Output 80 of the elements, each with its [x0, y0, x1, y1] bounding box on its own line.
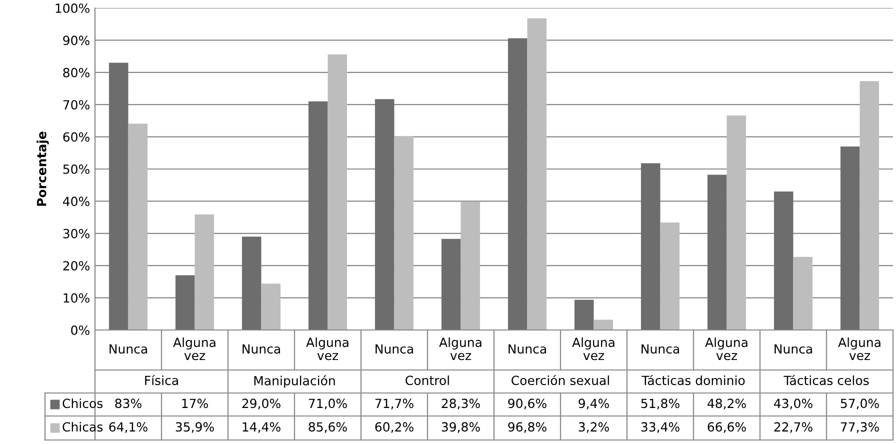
bar	[574, 300, 594, 330]
data-label: 48,2%	[708, 398, 746, 410]
bar	[394, 136, 414, 330]
bar	[793, 256, 813, 330]
data-label: 71,0%	[308, 398, 347, 410]
data-label: 60,2%	[375, 422, 414, 433]
bar	[640, 163, 660, 330]
data-label: 29,0%	[242, 398, 280, 410]
text: Control	[406, 375, 449, 386]
bar	[441, 238, 461, 330]
data-label: 39,8%	[442, 422, 480, 433]
y-tick-label: 70%	[63, 100, 90, 110]
bar	[726, 116, 746, 330]
y-tick-label: 30%	[63, 228, 90, 238]
y-tick-label: 90%	[63, 36, 90, 46]
x-tick-label: Alguna vez	[705, 337, 748, 360]
text: Física	[145, 374, 178, 386]
bar	[308, 101, 328, 330]
bar	[508, 38, 528, 330]
y-tick-label: 50%	[63, 164, 90, 174]
x-tick-label: Nunca	[376, 344, 413, 354]
x-tick-label: Nunca	[642, 344, 679, 354]
data-label: 77,3%	[840, 422, 879, 433]
x-tick-label: Alguna vez	[173, 337, 216, 360]
bar	[660, 222, 680, 330]
bar	[328, 54, 348, 330]
bar	[175, 275, 195, 330]
x-tick-label: Alguna vez	[838, 337, 880, 360]
x-tick-label: Nunca	[774, 344, 812, 354]
bar	[594, 320, 614, 330]
bar	[261, 284, 281, 330]
data-label: 9,4%	[578, 398, 609, 410]
y-axis-title: Porcentaje	[36, 132, 49, 206]
y-tick-label: 40%	[62, 196, 90, 206]
bar	[774, 192, 794, 330]
text: Tácticas celos	[784, 374, 869, 386]
y-tick-label: 10%	[64, 293, 90, 303]
bar	[194, 214, 214, 330]
bar	[128, 124, 148, 330]
bar	[707, 174, 727, 330]
bar	[860, 81, 880, 330]
text: Tácticas dominio	[642, 374, 745, 386]
bar	[108, 62, 128, 330]
x-tick-label: Nunca	[242, 344, 280, 354]
data-label: 90,6%	[508, 398, 546, 410]
data-label: 57,0%	[840, 398, 879, 410]
data-label: 43,0%	[774, 398, 812, 410]
x-tick-label: Alguna vez	[306, 337, 348, 360]
data-label: 71,7%	[375, 398, 414, 410]
y-tick-label: 60%	[63, 132, 90, 142]
bar	[374, 99, 394, 330]
data-label: 33,4%	[641, 422, 680, 433]
bar	[840, 146, 860, 330]
x-tick-label: Alguna vez	[439, 337, 482, 360]
data-label: 96,8%	[508, 422, 546, 433]
y-tick-label: 20%	[63, 261, 90, 271]
data-label: 3,2%	[578, 422, 609, 433]
text: Manipulación	[254, 375, 335, 388]
data-label: 64,1%	[109, 422, 148, 433]
data-label: 28,3%	[442, 398, 480, 410]
x-tick-label: Alguna vez	[572, 337, 614, 360]
data-label: 85,6%	[308, 422, 347, 433]
bar	[460, 202, 480, 330]
data-label: 35,9%	[176, 422, 214, 433]
data-label: 51,8%	[641, 398, 680, 410]
y-tick-label: 0%	[71, 325, 90, 335]
data-label: 17%	[182, 398, 208, 408]
bar	[527, 18, 547, 330]
y-tick-label: 80%	[63, 68, 90, 78]
data-label: 14,4%	[242, 422, 280, 433]
data-label: 22,7%	[774, 422, 812, 433]
data-label: 83%	[115, 398, 142, 408]
bar	[242, 236, 262, 330]
legend-label: Chicas	[62, 422, 103, 432]
data-label: 66,6%	[708, 422, 746, 433]
x-tick-label: Nunca	[110, 344, 147, 354]
legend-label: Chicos	[62, 398, 103, 408]
y-tick-label: 100%	[56, 3, 90, 13]
text: Coerción sexual	[512, 374, 609, 386]
x-tick-label: Nunca	[508, 344, 546, 354]
